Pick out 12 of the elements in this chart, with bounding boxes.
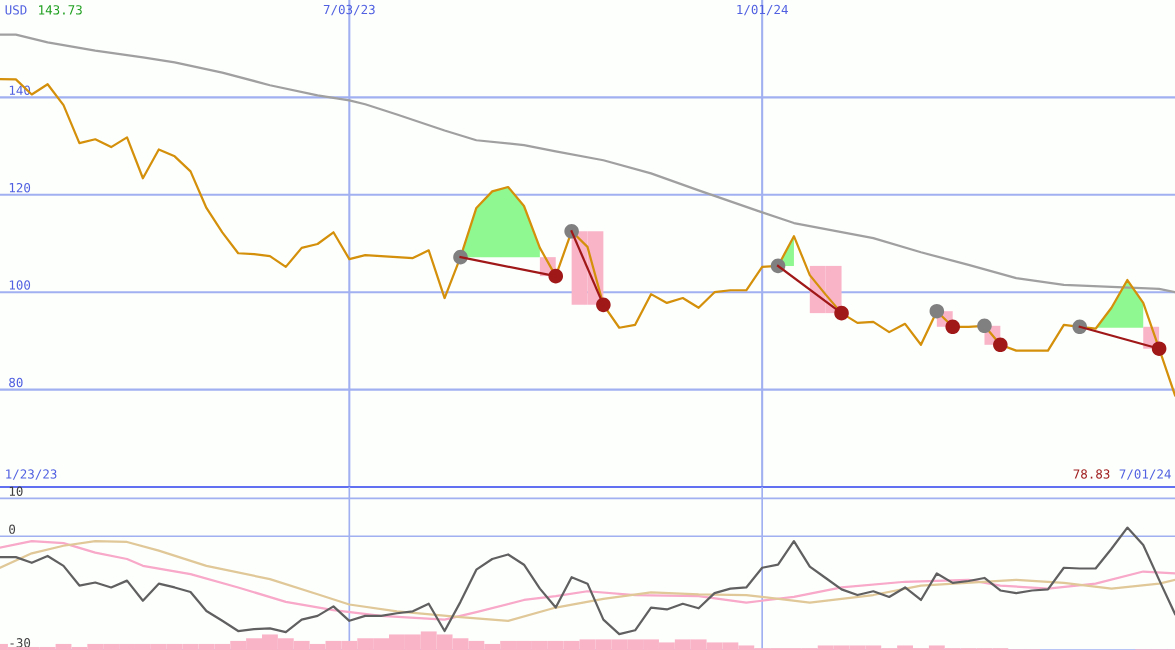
annotation: 78.83 bbox=[1073, 469, 1110, 479]
annotation: 7/01/24 bbox=[1119, 469, 1171, 480]
annotation: 1/23/23 bbox=[6, 469, 57, 480]
x-tick-label: 7/03/23 bbox=[323, 4, 375, 16]
x-tick-label: 1/01/24 bbox=[737, 4, 788, 16]
annotation: USD bbox=[5, 5, 27, 15]
y-tick-label: 120 bbox=[9, 182, 31, 193]
y-tick-label: 80 bbox=[9, 377, 23, 388]
y-tick-label: 10 bbox=[9, 486, 23, 496]
annotation: 143.73 bbox=[39, 5, 82, 15]
y-tick-label: 0 bbox=[9, 524, 16, 534]
y-tick-label: 100 bbox=[9, 280, 31, 290]
